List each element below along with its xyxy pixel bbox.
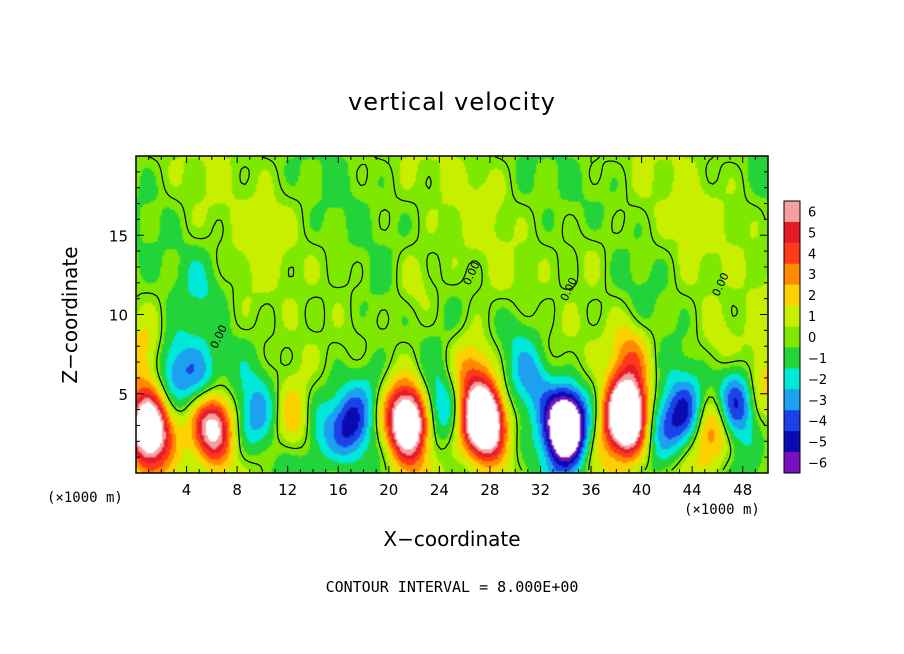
x-tick-label: 48: [733, 481, 752, 499]
x-tick-label: 40: [632, 481, 651, 499]
colorbar-label: 0: [808, 331, 816, 346]
colorbar-swatch: [784, 326, 800, 348]
colorbar-swatch: [784, 263, 800, 286]
heatmap-field: [136, 156, 768, 473]
colorbar-frame: [783, 200, 801, 474]
x-tick-label: 32: [531, 481, 550, 499]
colorbar-swatch: [784, 389, 800, 411]
colorbar-swatch: [784, 347, 800, 369]
colorbar-label: −3: [808, 394, 827, 409]
colorbar-swatch: [784, 242, 800, 265]
colorbar-label: −5: [808, 436, 827, 451]
colorbar-label: −2: [808, 373, 827, 388]
x-unit-label-right: (×1000 m): [684, 502, 760, 518]
colorbar-swatch: [784, 305, 800, 328]
x-axis: 4 8 12 16 20 24 28 32 36 40 44 48: [148, 156, 756, 499]
colorbar-swatch: [784, 221, 800, 244]
x-tick-label: 44: [683, 481, 702, 499]
x-tick-label: 12: [278, 481, 297, 499]
y-tick-label: 10: [109, 307, 128, 325]
colorbar-swatch: [784, 368, 800, 390]
x-tick-label: 20: [379, 481, 398, 499]
x-axis-label: X−coordinate: [383, 527, 521, 551]
colorbar-label: −6: [808, 457, 827, 472]
colorbar-label: 6: [808, 205, 816, 220]
colorbar-label: 2: [808, 289, 816, 304]
x-tick-label: 36: [581, 481, 600, 499]
colorbar-swatch: [784, 452, 800, 474]
colorbar-swatch: [784, 410, 800, 432]
colorbar-swatch: [784, 284, 800, 307]
x-tick-label: 4: [182, 481, 192, 499]
y-axis: 5 10 15: [109, 171, 768, 458]
contour-interval-note: CONTOUR INTERVAL = 8.000E+00: [325, 578, 579, 596]
x-tick-label: 28: [480, 481, 499, 499]
colorbar-swatch: [784, 431, 800, 453]
colorbar-label: −1: [808, 352, 827, 367]
x-tick-label: 24: [430, 481, 449, 499]
colorbar-label: −4: [808, 415, 827, 430]
x-tick-label: 16: [329, 481, 348, 499]
chart-title: vertical velocity: [348, 88, 556, 116]
y-tick-label: 15: [109, 227, 128, 245]
colorbar-label: 4: [808, 247, 816, 262]
colorbar-label: 5: [808, 226, 816, 241]
colorbar: 6 5 4 3 2 1 0 −1 −2 −3 −4 −5 −6: [783, 200, 827, 474]
colorbar-swatch: [784, 201, 800, 223]
x-tick-label: 8: [232, 481, 242, 499]
colorbar-label: 3: [808, 268, 816, 283]
x-unit-label-left: (×1000 m): [47, 490, 123, 506]
y-axis-label: Z−coordinate: [58, 246, 82, 384]
colorbar-label: 1: [808, 310, 816, 325]
y-tick-label: 5: [118, 386, 128, 404]
